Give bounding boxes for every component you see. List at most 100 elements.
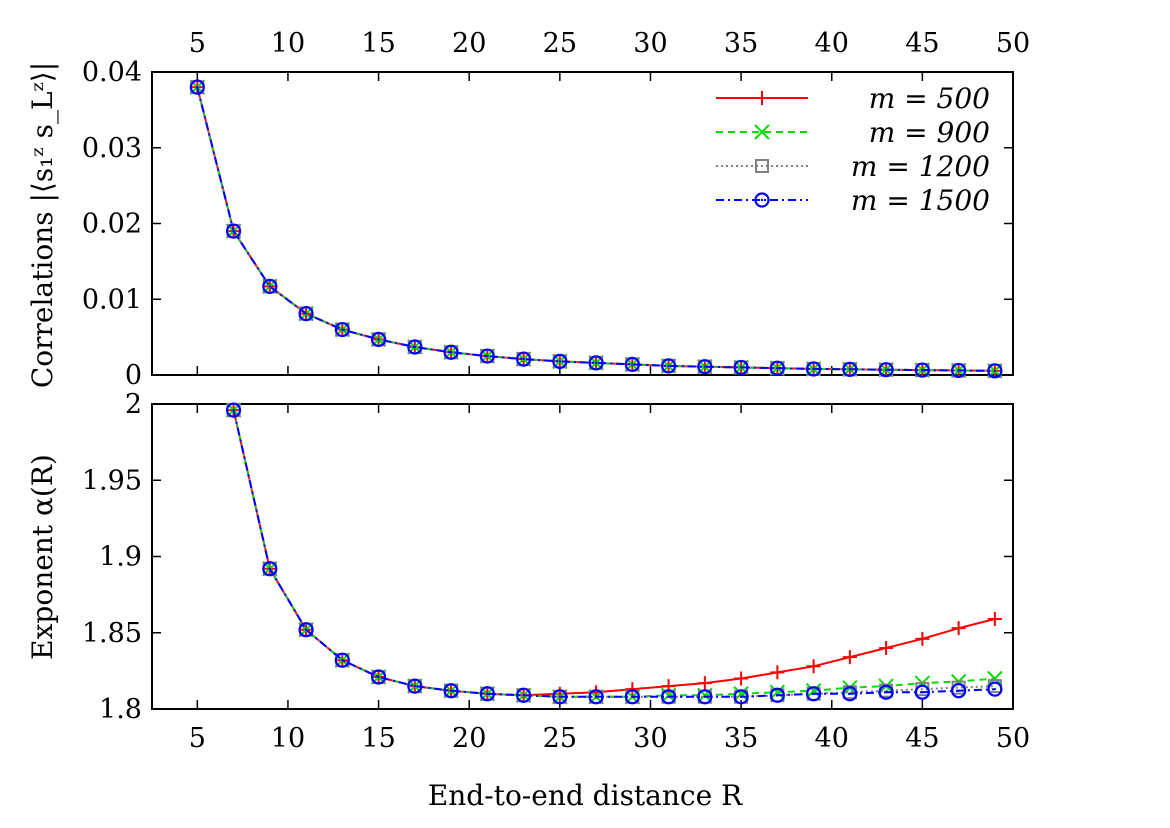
top-data-point	[733, 359, 749, 376]
circle-marker-dot	[594, 695, 598, 698]
bottom-ytick-label: 2	[125, 389, 142, 420]
circle-marker-ring	[552, 689, 568, 705]
circle-marker-ring	[660, 358, 677, 374]
circle-marker-dot	[304, 312, 308, 315]
bottom-data-point	[697, 676, 712, 691]
legend-label: m = 1500	[851, 184, 990, 217]
bottom-data-point	[842, 650, 857, 665]
bottom-data-point	[914, 684, 930, 700]
top-xtick-label: 45	[905, 28, 939, 59]
circle-marker-ring	[733, 359, 749, 376]
circle-marker-ring	[914, 362, 930, 378]
circle-marker-ring	[697, 359, 713, 375]
circle-marker-dot	[703, 695, 707, 698]
circle-marker-dot	[957, 369, 960, 372]
bottom-ytick-label: 1.9	[99, 542, 142, 573]
top-ytick-label: 0	[125, 360, 142, 391]
circle-marker-ring	[262, 561, 278, 577]
top-data-point	[660, 358, 677, 374]
circle-marker-ring	[588, 689, 604, 705]
circle-marker-dot	[268, 567, 272, 570]
top-xtick-label: 25	[543, 28, 577, 59]
bottom-series-line	[232, 409, 996, 697]
bottom-data-point	[805, 682, 822, 699]
circle-marker-ring	[878, 362, 894, 378]
bottom-data-point	[806, 659, 821, 674]
circle-marker-dot	[522, 694, 525, 697]
circle-marker-dot	[848, 692, 852, 695]
bottom-data-point	[334, 652, 350, 668]
bottom-data-point	[806, 686, 822, 702]
top-panel-ylabel: Correlations |⟨s₁ᶻ s_Lᶻ⟩|	[26, 62, 59, 388]
circle-marker-ring	[951, 362, 967, 379]
circle-marker-ring	[443, 344, 459, 360]
bottom-xtick-label: 35	[724, 723, 758, 754]
bottom-plot-frame	[151, 403, 1014, 710]
bottom-data-point	[987, 681, 1003, 697]
bottom-xtick-label: 30	[633, 723, 667, 754]
legend-entry: m = 900	[716, 116, 990, 149]
top-data-point	[370, 331, 387, 347]
bottom-data-point	[262, 561, 278, 577]
circle-marker-dot	[848, 368, 852, 371]
circle-marker-dot	[413, 684, 417, 688]
legend-marker	[754, 124, 770, 140]
circle-marker-dot	[486, 692, 489, 695]
bottom-series-1	[225, 402, 1003, 705]
circle-marker-dot	[558, 695, 562, 698]
top-xtick-label: 30	[633, 28, 667, 59]
bottom-xtick-label: 20	[452, 723, 486, 754]
circle-marker-dot	[486, 354, 489, 358]
circle-marker-dot	[413, 345, 417, 349]
bottom-data-point	[697, 689, 713, 705]
circle-marker-ring	[262, 278, 278, 294]
top-data-point	[987, 363, 1003, 379]
circle-marker-ring	[878, 684, 894, 700]
top-xtick-label: 40	[815, 28, 849, 59]
top-xtick-label: 50	[996, 28, 1030, 59]
top-series-3	[189, 79, 1003, 379]
circle-marker-dot	[776, 366, 779, 370]
circle-marker-dot	[739, 366, 743, 369]
bottom-data-point	[733, 689, 749, 705]
circle-marker-dot	[667, 695, 670, 698]
top-ytick-label: 0.03	[82, 133, 142, 164]
top-data-point	[443, 344, 459, 360]
bottom-data-point	[770, 665, 785, 680]
bottom-data-point	[624, 689, 640, 705]
bottom-xtick-label: 15	[361, 723, 395, 754]
top-data-point	[806, 361, 822, 377]
bottom-data-point	[370, 669, 387, 685]
bottom-data-point	[660, 689, 677, 705]
circle-marker-ring	[225, 402, 242, 418]
circle-marker-dot	[812, 367, 815, 371]
legend-label: m = 1200	[851, 150, 990, 183]
legend-entry: m = 1500	[716, 184, 990, 217]
circle-marker-dot	[776, 694, 779, 697]
top-panel-correlations: 5 10 15 20 25 30 35 40 45 50 0 0.01 0.02 0.03 0.04 m = …	[82, 28, 1030, 391]
circle-marker-dot	[232, 229, 235, 233]
bottom-data-point	[987, 670, 1003, 687]
circle-marker-dot	[304, 628, 308, 631]
circle-marker-ring	[407, 339, 423, 355]
top-data-point	[769, 360, 785, 376]
circle-marker-dot	[631, 695, 634, 698]
circle-marker-ring	[660, 689, 677, 705]
bottom-data-point	[734, 671, 749, 686]
circle-marker-dot	[522, 357, 525, 361]
bottom-data-point	[769, 684, 786, 700]
legend-marker	[755, 159, 769, 173]
circle-marker-ring	[806, 686, 822, 702]
circle-marker-ring	[334, 652, 350, 668]
bottom-xtick-label: 45	[905, 723, 939, 754]
circle-marker-ring	[189, 79, 205, 95]
circle-marker-ring	[479, 348, 495, 364]
circle-marker-ring	[754, 192, 770, 208]
top-data-point	[334, 321, 350, 338]
circle-marker-ring	[443, 683, 459, 699]
circle-marker-dot	[377, 338, 380, 341]
top-xtick-label: 10	[271, 28, 305, 59]
circle-marker-dot	[341, 328, 344, 331]
circle-marker-ring	[225, 223, 242, 239]
